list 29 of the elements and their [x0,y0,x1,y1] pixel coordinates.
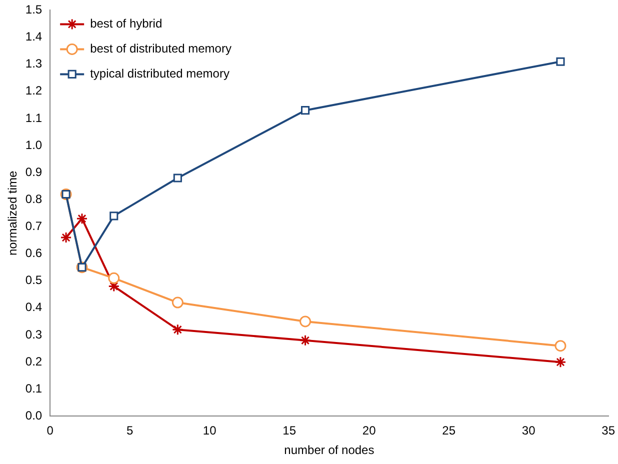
y-tick-label: 0.9 [25,164,42,179]
y-tick-label: 0.8 [25,192,42,206]
x-tick-label: 0 [46,424,54,438]
y-tick-label: 0.1 [25,381,42,396]
y-tick-label: 0.2 [25,354,42,368]
y-tick-label: 0.5 [25,273,42,288]
legend-label: best of hybrid [90,16,162,31]
y-tick-label: 0.7 [25,219,42,234]
y-tick-label: 1.4 [25,30,42,44]
x-axis-title: number of nodes [284,443,374,458]
y-tick-label: 1.3 [25,56,42,71]
y-tick-label: 0.4 [25,300,42,314]
y-tick-label: 1.1 [25,110,42,125]
x-tick-label: 10 [202,424,217,438]
x-tick-label: 20 [362,424,376,438]
x-tick-label: 25 [442,424,456,438]
y-tick-label: 0.6 [25,246,42,260]
x-tick-label: 35 [602,424,616,438]
x-tick-label: 30 [522,424,536,438]
x-tick-label: 15 [282,424,296,438]
legend-label: typical distributed memory [90,66,230,81]
y-tick-label: 0.3 [25,327,42,342]
y-tick-label: 1.2 [25,84,42,98]
y-tick-label: 1.0 [25,138,42,152]
y-tick-label: 1.5 [25,2,42,17]
y-tick-label: 0.0 [25,408,42,423]
y-axis-title: normalized time [6,170,20,256]
legend-label: best of distributed memory [90,42,232,56]
x-tick-label: 5 [126,424,134,438]
